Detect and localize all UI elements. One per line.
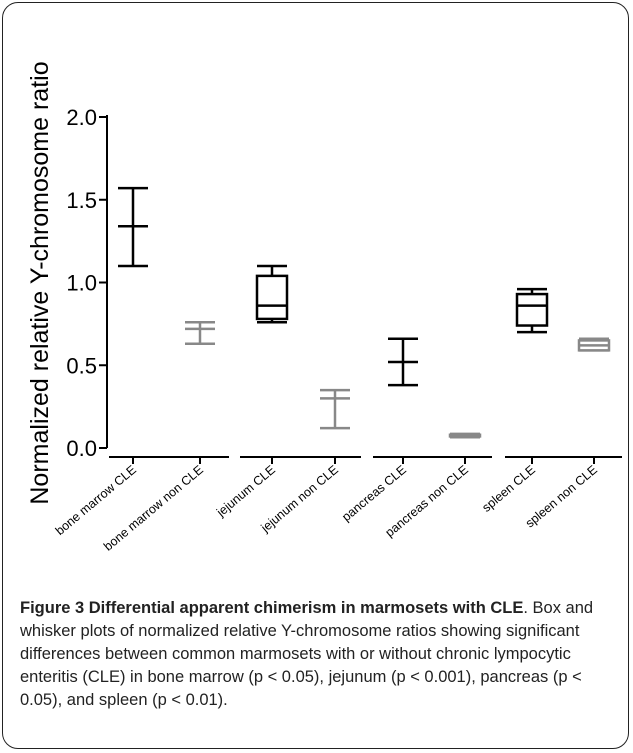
box-jejunum-cle [255, 264, 289, 324]
y-tick-label: 0.5 [66, 353, 97, 378]
box-bone-marrow-non-cle [185, 320, 215, 345]
x-tick-label: jejunum CLE [213, 463, 278, 520]
y-tick-label: 2.0 [66, 105, 97, 130]
box-iqr [515, 292, 549, 327]
box-spleen-non-cle [577, 337, 611, 352]
caption-body: . Box and whisker plots of normalized re… [20, 599, 594, 709]
box-pancreas-cle [388, 337, 418, 387]
box-pancreas-non-cle [448, 432, 482, 439]
box-iqr [255, 274, 289, 321]
box-spleen-cle [515, 287, 549, 334]
box-bone-marrow-cle [118, 186, 148, 268]
figure-caption: Figure 3 Differential apparent chimerism… [20, 597, 616, 712]
y-axis-label: Normalized relative Y-chromosome ratio [26, 61, 54, 504]
y-tick-label: 1.0 [66, 271, 97, 296]
y-tick-label: 1.5 [66, 188, 97, 213]
x-tick-label: spleen CLE [479, 463, 538, 515]
y-tick-label: 0.0 [66, 436, 97, 461]
caption-title: Figure 3 Differential apparent chimerism… [20, 599, 524, 617]
chart-boxes [118, 186, 611, 439]
box-jejunum-non-cle [320, 388, 350, 430]
